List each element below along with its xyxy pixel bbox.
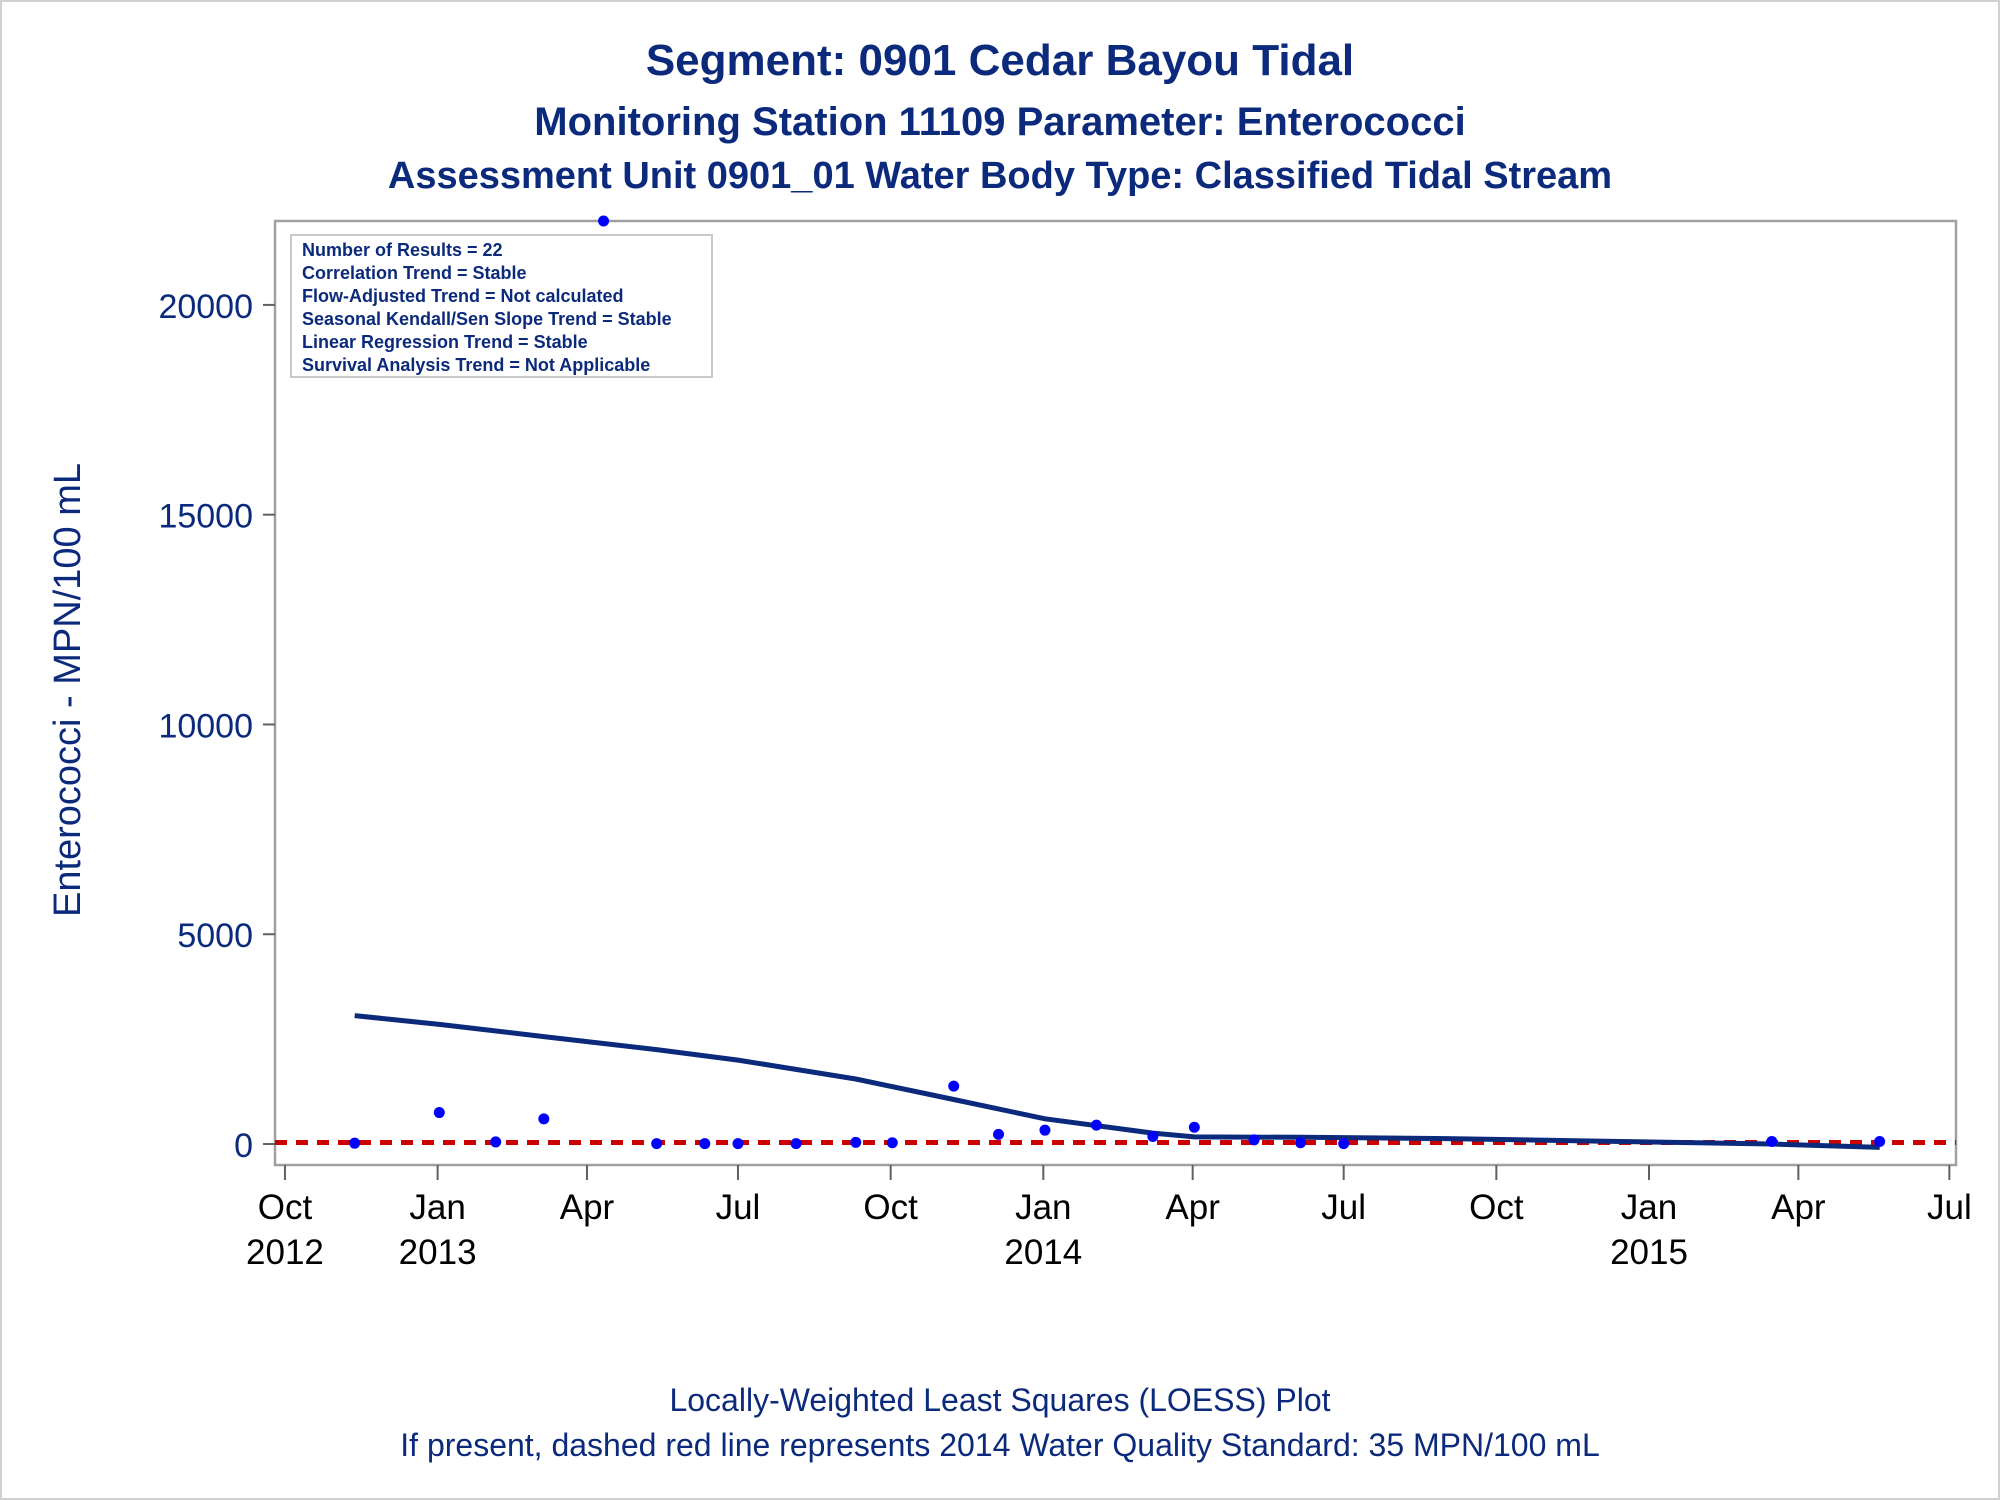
chart-subtitle-station: Monitoring Station 11109 Parameter: Ente…	[534, 100, 1466, 144]
data-point	[699, 1138, 711, 1150]
x-tick-label: Jul	[1927, 1188, 1972, 1227]
x-tick-label: Apr	[560, 1188, 615, 1227]
y-tick-label: 5000	[177, 917, 253, 955]
y-tick-label: 20000	[158, 288, 253, 326]
data-point	[1090, 1119, 1102, 1131]
x-tick-label: Oct	[1469, 1188, 1524, 1227]
data-point	[948, 1080, 960, 1092]
x-tick-label: Jan	[1015, 1188, 1071, 1227]
data-point	[1188, 1121, 1200, 1133]
x-tick-year-label: 2015	[1610, 1233, 1688, 1272]
data-points	[349, 215, 1886, 1150]
y-axis: 0 5000 10000 15000 20000	[158, 288, 275, 1165]
x-tick-label: Jul	[1321, 1188, 1366, 1227]
loess-group	[354, 1013, 1880, 1150]
x-tick-year-label: 2014	[1004, 1233, 1082, 1272]
x-tick-label: Jul	[716, 1188, 761, 1227]
y-tick-label: 10000	[158, 707, 253, 745]
plot-area-frame	[273, 219, 1958, 1167]
stats-legend-box: Number of Results = 22 Correlation Trend …	[290, 234, 713, 378]
footnote-loess: Locally-Weighted Least Squares (LOESS) P…	[669, 1382, 1331, 1418]
footnote-standard: If present, dashed red line represents 2…	[400, 1427, 1600, 1463]
data-point	[1039, 1124, 1051, 1136]
data-point	[490, 1136, 502, 1148]
stats-line: Flow-Adjusted Trend = Not calculated	[302, 286, 624, 306]
data-point	[1338, 1138, 1350, 1150]
stats-line: Correlation Trend = Stable	[302, 263, 527, 283]
chart-title: Segment: 0901 Cedar Bayou Tidal	[645, 36, 1355, 85]
x-tick-label: Jan	[409, 1188, 465, 1227]
data-point	[1766, 1136, 1778, 1148]
data-point	[651, 1138, 663, 1150]
data-point	[1147, 1130, 1159, 1142]
chart-subtitle-assessment: Assessment Unit 0901_01 Water Body Type:…	[387, 155, 1613, 197]
x-tick-label: Oct	[258, 1188, 313, 1227]
data-point	[1295, 1137, 1307, 1149]
y-tick-label: 15000	[158, 498, 253, 536]
x-tick-label: Apr	[1165, 1188, 1220, 1227]
data-point	[790, 1138, 802, 1150]
x-tick-year-label: 2013	[399, 1233, 477, 1272]
data-point	[993, 1128, 1005, 1140]
data-point	[349, 1137, 361, 1149]
y-axis-label: Enterococci - MPN/100 mL	[47, 463, 89, 917]
stats-line: Seasonal Kendall/Sen Slope Trend = Stabl…	[302, 309, 672, 329]
stats-box-border	[290, 234, 713, 378]
data-point	[538, 1113, 550, 1125]
data-point	[1248, 1134, 1260, 1146]
x-tick-label: Apr	[1771, 1188, 1826, 1227]
data-point	[886, 1137, 898, 1149]
data-point	[850, 1136, 862, 1148]
stats-line: Number of Results = 22	[302, 240, 503, 260]
x-tick-year-label: 2012	[246, 1233, 324, 1272]
data-point	[1874, 1136, 1886, 1148]
x-tick-label: Oct	[863, 1188, 918, 1227]
x-tick-label: Jan	[1621, 1188, 1677, 1227]
data-point	[598, 215, 610, 227]
stats-line: Survival Analysis Trend = Not Applicable	[302, 355, 650, 375]
data-point	[433, 1107, 445, 1119]
x-axis: Oct 2012 Jan 2013 Apr Jul Oct Jan 2014 Apr Jul Oct J…	[246, 1165, 1972, 1272]
stats-line: Linear Regression Trend = Stable	[302, 332, 588, 352]
loess-curve	[354, 1013, 1880, 1150]
y-tick-label: 0	[234, 1127, 253, 1165]
data-point	[732, 1138, 744, 1150]
